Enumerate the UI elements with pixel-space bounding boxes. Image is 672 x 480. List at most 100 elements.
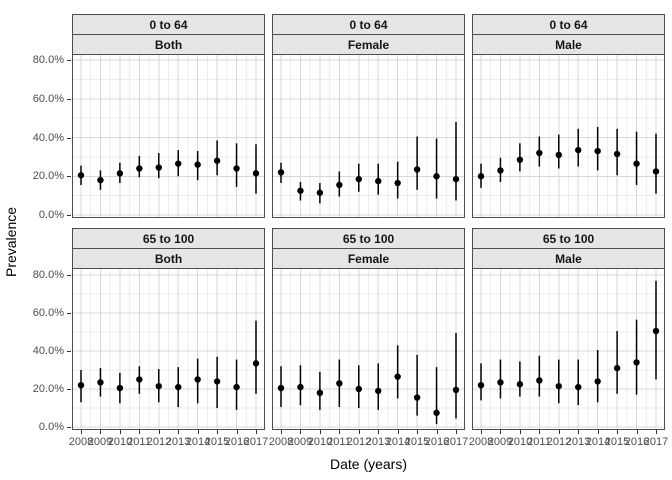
facet-strip-age-group: 0 to 64: [272, 14, 465, 35]
facet-strip-age-group: 0 to 64: [72, 14, 265, 35]
point-markers: [477, 146, 660, 180]
point-marker: [516, 156, 524, 163]
point-marker: [297, 383, 304, 391]
point-marker: [277, 384, 285, 392]
point-marker: [633, 359, 640, 366]
point-marker: [233, 383, 240, 391]
x-tick-mark: [139, 430, 140, 434]
x-tick-label: 2011: [527, 436, 551, 448]
point-marker: [336, 380, 343, 387]
x-tick-label: 2016: [624, 436, 650, 448]
y-tick-mark: [67, 389, 71, 390]
point-marker: [413, 166, 421, 173]
point-marker: [477, 173, 485, 180]
facet-plot-panel: [72, 54, 265, 218]
point-marker: [394, 179, 401, 187]
x-tick-mark: [437, 430, 438, 434]
x-tick-label: 2012: [546, 436, 572, 448]
facet-strip-sex: Male: [472, 34, 665, 55]
point-marker: [452, 386, 460, 394]
x-tick-label: 2008: [468, 436, 494, 448]
x-tick-mark: [237, 430, 238, 434]
grid-major: [73, 269, 264, 429]
grid-major: [73, 55, 264, 217]
y-tick-mark: [67, 60, 71, 61]
point-marker: [433, 409, 440, 416]
x-tick-label: 2013: [365, 436, 391, 448]
point-marker: [613, 150, 621, 158]
facet-plot-panel: [272, 268, 465, 430]
grid-minor: [73, 269, 264, 429]
x-tick-mark: [617, 430, 618, 434]
x-tick-mark: [520, 430, 521, 434]
x-tick-label: 2012: [346, 436, 372, 448]
y-tick-label: 0.0%: [38, 421, 64, 433]
point-marker: [175, 383, 182, 391]
x-tick-label: 2009: [487, 436, 513, 448]
panel-border: [272, 268, 465, 430]
x-tick-mark: [120, 430, 121, 434]
point-marker: [497, 167, 504, 174]
grid-minor: [473, 269, 664, 429]
x-tick-label: 2017: [443, 436, 469, 448]
point-marker: [194, 161, 201, 168]
x-axis-title: Date (years): [329, 456, 408, 472]
point-marker: [194, 376, 201, 383]
facet-strip-sex: Female: [272, 34, 465, 55]
x-tick-mark: [198, 430, 199, 434]
grid-minor: [473, 55, 664, 217]
x-tick-mark: [359, 430, 360, 434]
facet-strip-age-group: 65 to 100: [272, 228, 465, 249]
x-tick-label: 2011: [327, 436, 351, 448]
x-tick-mark: [217, 430, 218, 434]
facet-plot-panel: [472, 54, 665, 218]
point-marker: [213, 378, 221, 385]
x-tick-mark: [500, 430, 501, 434]
x-tick-label: 2013: [565, 436, 591, 448]
facet-strip-sex: Female: [272, 248, 465, 269]
x-tick-mark: [100, 430, 101, 434]
point-marker: [394, 373, 401, 380]
point-marker: [575, 146, 582, 154]
x-tick-mark: [637, 430, 638, 434]
panel-border: [472, 54, 665, 218]
x-tick-mark: [656, 430, 657, 434]
x-tick-label: 2017: [643, 436, 669, 448]
point-marker: [252, 170, 260, 177]
grid-minor: [73, 55, 264, 217]
facet-strip-age-group: 65 to 100: [72, 228, 265, 249]
point-marker: [233, 165, 240, 172]
point-markers: [277, 373, 460, 416]
y-tick-label: 20.0%: [32, 383, 64, 395]
point-marker: [213, 157, 221, 164]
point-marker: [375, 177, 382, 185]
point-marker: [175, 160, 182, 167]
facet-plot-panel: [272, 54, 465, 218]
y-tick-mark: [67, 427, 71, 428]
x-tick-mark: [178, 430, 179, 434]
x-tick-label: 2010: [107, 436, 133, 448]
x-tick-label: 2010: [507, 436, 533, 448]
point-marker: [413, 394, 421, 401]
x-tick-mark: [378, 430, 379, 434]
point-marker: [136, 376, 143, 383]
x-tick-label: 2011: [127, 436, 151, 448]
y-tick-mark: [67, 215, 71, 216]
point-marker: [652, 168, 660, 175]
x-tick-mark: [159, 430, 160, 434]
y-tick-label: 0.0%: [38, 209, 64, 221]
point-marker: [633, 160, 640, 167]
x-tick-label: 2015: [604, 436, 630, 448]
x-tick-label: 2009: [87, 436, 113, 448]
point-marker: [652, 327, 660, 335]
y-tick-label: 40.0%: [32, 345, 64, 357]
point-marker: [277, 169, 285, 176]
point-marker: [316, 189, 324, 196]
x-tick-mark: [281, 430, 282, 434]
point-marker: [252, 360, 260, 367]
x-tick-label: 2015: [204, 436, 230, 448]
point-marker: [594, 147, 601, 155]
point-markers: [77, 157, 260, 184]
point-marker: [516, 381, 524, 388]
